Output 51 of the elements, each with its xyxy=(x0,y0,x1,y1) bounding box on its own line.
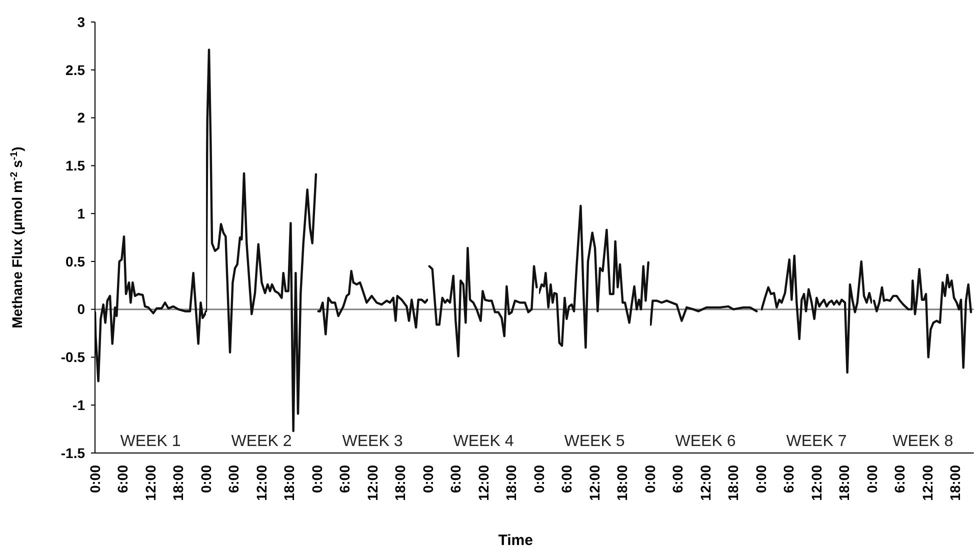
x-tick-label: 6:00 xyxy=(892,464,908,494)
y-tick-label: -0.5 xyxy=(60,349,86,366)
y-tick-label: -1.5 xyxy=(60,444,86,461)
annotation: WEEK 3 xyxy=(342,433,403,450)
x-tick-label: 6:00 xyxy=(226,464,242,494)
x-tick-label: 6:00 xyxy=(780,464,797,494)
y-tick-label: 1 xyxy=(77,205,86,222)
x-tick-label: 12:00 xyxy=(697,464,714,501)
x-tick-label: 0:00 xyxy=(198,464,214,494)
x-tick-label: 6:00 xyxy=(558,464,575,494)
x-tick-label: 18:00 xyxy=(836,464,852,501)
annotation: WEEK 5 xyxy=(564,433,625,450)
x-tick-label: 18:00 xyxy=(392,464,408,501)
x-tick-label: 12:00 xyxy=(475,464,492,501)
y-tick-label: -1 xyxy=(72,397,86,414)
x-axis-title: Time xyxy=(498,532,533,549)
x-tick-label: 18:00 xyxy=(503,464,520,501)
x-tick-label: 12:00 xyxy=(253,464,270,501)
x-tick-label: 0:00 xyxy=(308,464,325,494)
y-tick-label: 1.5 xyxy=(66,158,86,174)
x-tick-label: 0:00 xyxy=(420,464,436,494)
x-tick-label: 0:00 xyxy=(530,464,547,494)
x-tick-label: 0:00 xyxy=(86,464,103,494)
x-tick-label: 6:00 xyxy=(670,464,686,494)
x-tick-label: 12:00 xyxy=(142,464,158,501)
y-tick-label: 3 xyxy=(77,14,86,30)
annotation: WEEK 8 xyxy=(892,433,954,450)
x-tick-label: 18:00 xyxy=(614,464,630,501)
x-tick-label: 6:00 xyxy=(336,464,353,494)
x-tick-label: 18:00 xyxy=(281,464,298,501)
annotation: WEEK 2 xyxy=(231,433,292,450)
annotation: WEEK 6 xyxy=(675,433,736,450)
x-tick-label: 18:00 xyxy=(947,464,964,501)
x-tick-label: 12:00 xyxy=(586,464,602,501)
x-tick-label: 18:00 xyxy=(725,464,742,501)
x-tick-label: 12:00 xyxy=(919,464,936,501)
x-tick-label: 0:00 xyxy=(752,464,769,494)
annotation: WEEK 4 xyxy=(453,433,514,450)
x-tick-label: 12:00 xyxy=(364,464,380,501)
x-tick-label: 0:00 xyxy=(864,464,880,494)
y-tick-label: 0.5 xyxy=(66,253,86,270)
x-tick-label: 6:00 xyxy=(114,464,131,494)
y-tick-label: 0 xyxy=(77,301,86,318)
annotation: WEEK 7 xyxy=(786,433,847,450)
x-tick-label: 12:00 xyxy=(808,464,824,501)
x-tick-label: 0:00 xyxy=(642,464,658,494)
x-tick-label: 6:00 xyxy=(448,464,464,494)
y-tick-label: 2 xyxy=(77,110,86,126)
x-tick-label: 18:00 xyxy=(170,464,186,501)
annotation: WEEK 1 xyxy=(120,433,181,450)
y-tick-label: 2.5 xyxy=(66,62,86,78)
